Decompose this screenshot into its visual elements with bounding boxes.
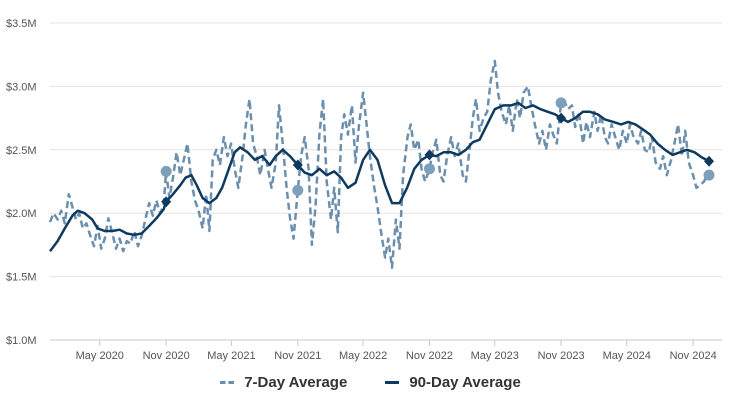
x-tick-label: May 2023 xyxy=(471,350,519,362)
x-tick-label: Nov 2021 xyxy=(274,350,321,362)
chart: $3.5M $3.0M $2.5M $2.0M $1.5M $1.0M May 2020 N… xyxy=(6,18,722,362)
marker-7-day xyxy=(703,169,715,181)
marker-90-day xyxy=(292,159,303,171)
y-tick-label: $3.5M xyxy=(6,18,37,30)
x-tick-label: May 2021 xyxy=(207,350,255,362)
x-tick-label: Nov 2020 xyxy=(143,350,190,362)
marker-90-day xyxy=(161,196,172,208)
series-markers xyxy=(160,97,715,208)
x-axis: May 2020 Nov 2020 May 2021 Nov 2021 May 2022… xyxy=(76,340,717,362)
marker-7-day xyxy=(555,97,567,109)
legend-label-7-day: 7-Day Average xyxy=(244,374,348,391)
y-tick-label: $2.0M xyxy=(6,208,37,220)
y-axis-tick-labels: $3.5M $3.0M $2.5M $2.0M $1.5M $1.0M xyxy=(6,18,37,347)
y-tick-label: $3.0M xyxy=(6,81,37,93)
x-tick-label: Nov 2022 xyxy=(406,350,453,362)
legend-item-90-day[interactable]: 90-Day Average xyxy=(385,374,521,391)
x-tick-label: Nov 2023 xyxy=(538,350,585,362)
marker-7-day xyxy=(423,163,435,175)
y-tick-label: $1.0M xyxy=(6,335,37,347)
marker-7-day xyxy=(160,165,172,177)
series-lines xyxy=(48,59,710,269)
marker-90-day xyxy=(704,155,715,167)
y-tick-label: $2.5M xyxy=(6,145,37,157)
marker-7-day xyxy=(292,184,304,196)
legend-swatch-90-day xyxy=(385,381,400,384)
legend: 7-Day Average 90-Day Average xyxy=(0,374,741,391)
legend-label-90-day: 90-Day Average xyxy=(409,374,521,391)
marker-90-day xyxy=(424,149,435,161)
y-tick-label: $1.5M xyxy=(6,272,37,284)
x-tick-label: Nov 2024 xyxy=(670,350,717,362)
legend-item-7-day[interactable]: 7-Day Average xyxy=(220,374,347,391)
marker-90-day xyxy=(556,112,567,124)
legend-swatch-7-day xyxy=(220,381,235,384)
x-tick-label: May 2024 xyxy=(603,350,651,362)
x-tick-label: May 2022 xyxy=(339,350,387,362)
gridlines xyxy=(50,22,722,341)
series-line-90-day xyxy=(49,101,710,252)
x-tick-label: May 2020 xyxy=(76,350,124,362)
